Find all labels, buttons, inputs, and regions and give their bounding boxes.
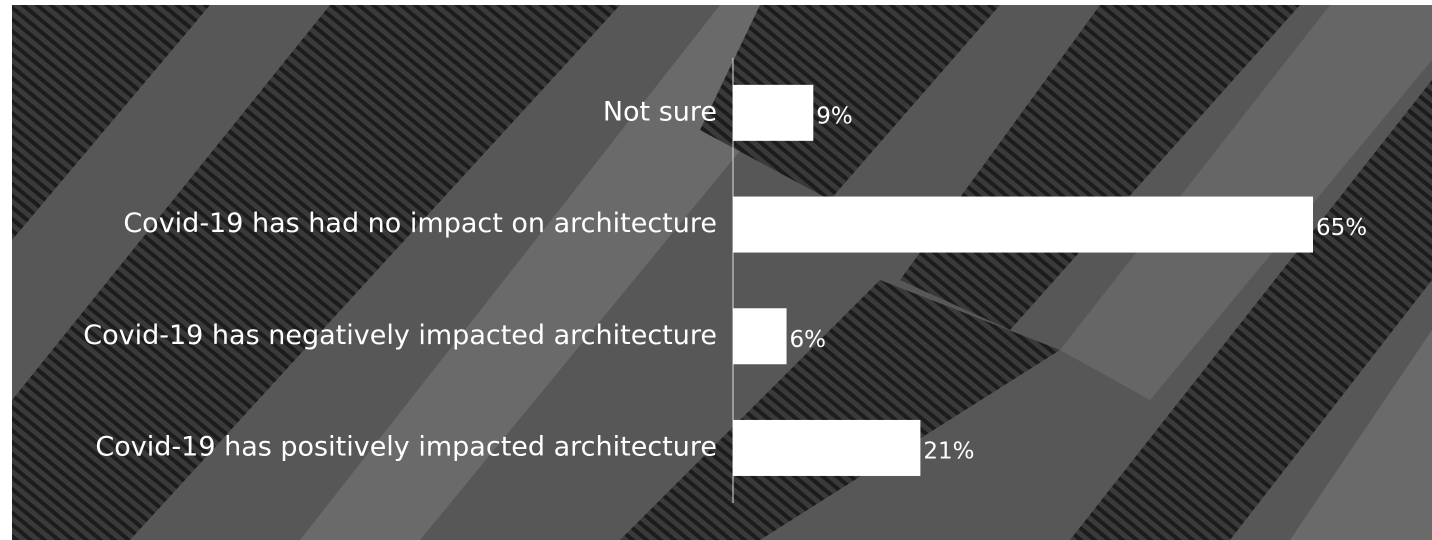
bar xyxy=(733,84,814,141)
value-label: 6% xyxy=(790,327,827,353)
value-label: 21% xyxy=(923,438,974,464)
category-label: Covid-19 has had no impact on architectu… xyxy=(123,208,717,239)
category-label: Covid-19 has positively impacted archite… xyxy=(95,431,717,462)
category-label: Not sure xyxy=(603,96,717,127)
category-label: Covid-19 has negatively impacted archite… xyxy=(83,320,717,351)
value-label: 9% xyxy=(816,103,853,129)
bar xyxy=(733,196,1313,253)
bar xyxy=(733,419,921,476)
bar xyxy=(733,308,787,365)
background xyxy=(12,5,1432,540)
value-label: 65% xyxy=(1316,215,1367,241)
